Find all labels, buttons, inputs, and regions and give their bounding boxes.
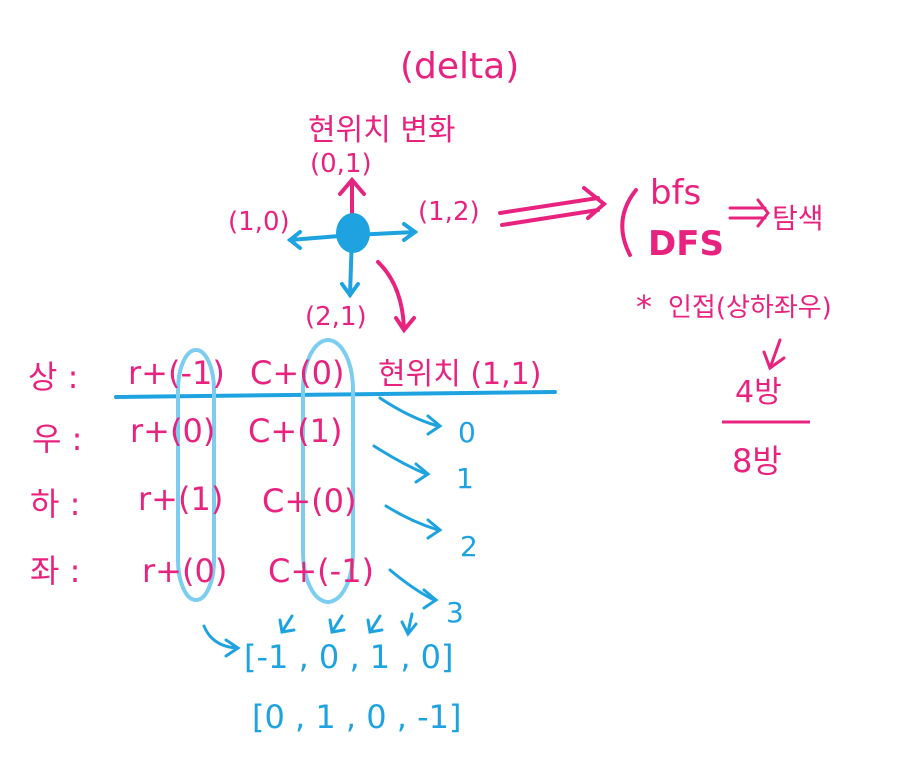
table-row: 좌 : r+(0) C+(-1) bbox=[30, 552, 374, 590]
direction-table: 현위치 (1,1) 상 : r+(-1) C+(0) 우 : r+(0) C+(… bbox=[28, 338, 557, 629]
delta-title: (delta) bbox=[400, 46, 519, 87]
arrow-right-head bbox=[402, 222, 419, 242]
r-column-highlight bbox=[176, 348, 216, 602]
arrow-down-right bbox=[376, 260, 406, 330]
search-arrow bbox=[728, 198, 770, 228]
bracket bbox=[620, 188, 638, 257]
position-change-label: 현위치 변화 bbox=[308, 113, 456, 148]
table-header-divider bbox=[114, 390, 557, 399]
double-arrow-top bbox=[498, 196, 600, 215]
arrow-left-head bbox=[286, 230, 302, 250]
note-arrow bbox=[762, 338, 786, 371]
index-label: 2 bbox=[460, 530, 478, 563]
search-block: bfs DFS 탐색 * 인접(상하좌우) 4방 8방 bbox=[636, 173, 832, 480]
row-r-offset: r+(0) bbox=[142, 552, 227, 590]
compass-diagram: (0,1) (1,0) (1,2) (2,1) bbox=[228, 149, 638, 334]
table-row: 하 : r+(1) C+(0) bbox=[30, 480, 356, 523]
row-c-offset: C+(0) bbox=[250, 354, 344, 392]
adjacency-note: 인접(상하좌우) bbox=[668, 293, 832, 323]
double-arrow-head bbox=[582, 186, 608, 220]
arrow-down-head bbox=[340, 282, 360, 299]
compass-left-label: (1,0) bbox=[228, 207, 290, 237]
table-header-position: 현위치 (1,1) bbox=[378, 357, 541, 392]
row-c-offset: C+(-1) bbox=[268, 552, 374, 590]
c-column-highlight bbox=[301, 338, 355, 604]
arrow-up-head bbox=[338, 176, 366, 196]
row-direction: 상 : bbox=[28, 358, 78, 396]
index-label: 1 bbox=[456, 462, 474, 495]
compass-up-label: (0,1) bbox=[310, 149, 372, 179]
arrow-down-right-head bbox=[394, 316, 416, 334]
current-position-dot bbox=[336, 213, 370, 253]
delta-arrays: [-1 , 0 , 1 , 0] [0 , 1 , 0 , -1] bbox=[202, 612, 462, 736]
index-label: 3 bbox=[446, 596, 464, 629]
row-r-offset: r+(1) bbox=[138, 480, 223, 518]
asterisk-icon: * bbox=[636, 288, 652, 326]
dr-array: [-1 , 0 , 1 , 0] bbox=[244, 638, 454, 676]
index-arrows bbox=[372, 396, 443, 610]
row-direction: 좌 : bbox=[30, 552, 80, 590]
search-result-label: 탐색 bbox=[772, 202, 824, 235]
row-c-offset: C+(1) bbox=[248, 412, 342, 450]
row-c-offset: C+(0) bbox=[262, 482, 356, 520]
compass-down-label: (2,1) bbox=[305, 302, 367, 332]
four-direction-label: 4방 bbox=[735, 375, 782, 410]
dc-array: [0 , 1 , 0 , -1] bbox=[252, 698, 462, 736]
row-r-offset: r+(-1) bbox=[128, 354, 225, 392]
compass-pink-arrows bbox=[338, 176, 638, 334]
index-label: 0 bbox=[458, 416, 476, 449]
row-r-offset: r+(0) bbox=[130, 412, 215, 450]
array-arrows bbox=[202, 612, 418, 658]
eight-direction-label: 8방 bbox=[732, 442, 782, 480]
bfs-label: bfs bbox=[650, 173, 701, 213]
double-arrow-bottom bbox=[500, 208, 600, 227]
dfs-label: DFS bbox=[648, 224, 724, 264]
row-direction: 하 : bbox=[30, 485, 80, 523]
compass-right-label: (1,2) bbox=[418, 197, 480, 227]
table-row: 상 : r+(-1) C+(0) bbox=[28, 354, 344, 396]
table-row: 우 : r+(0) C+(1) bbox=[32, 412, 342, 458]
row-direction: 우 : bbox=[32, 420, 82, 458]
